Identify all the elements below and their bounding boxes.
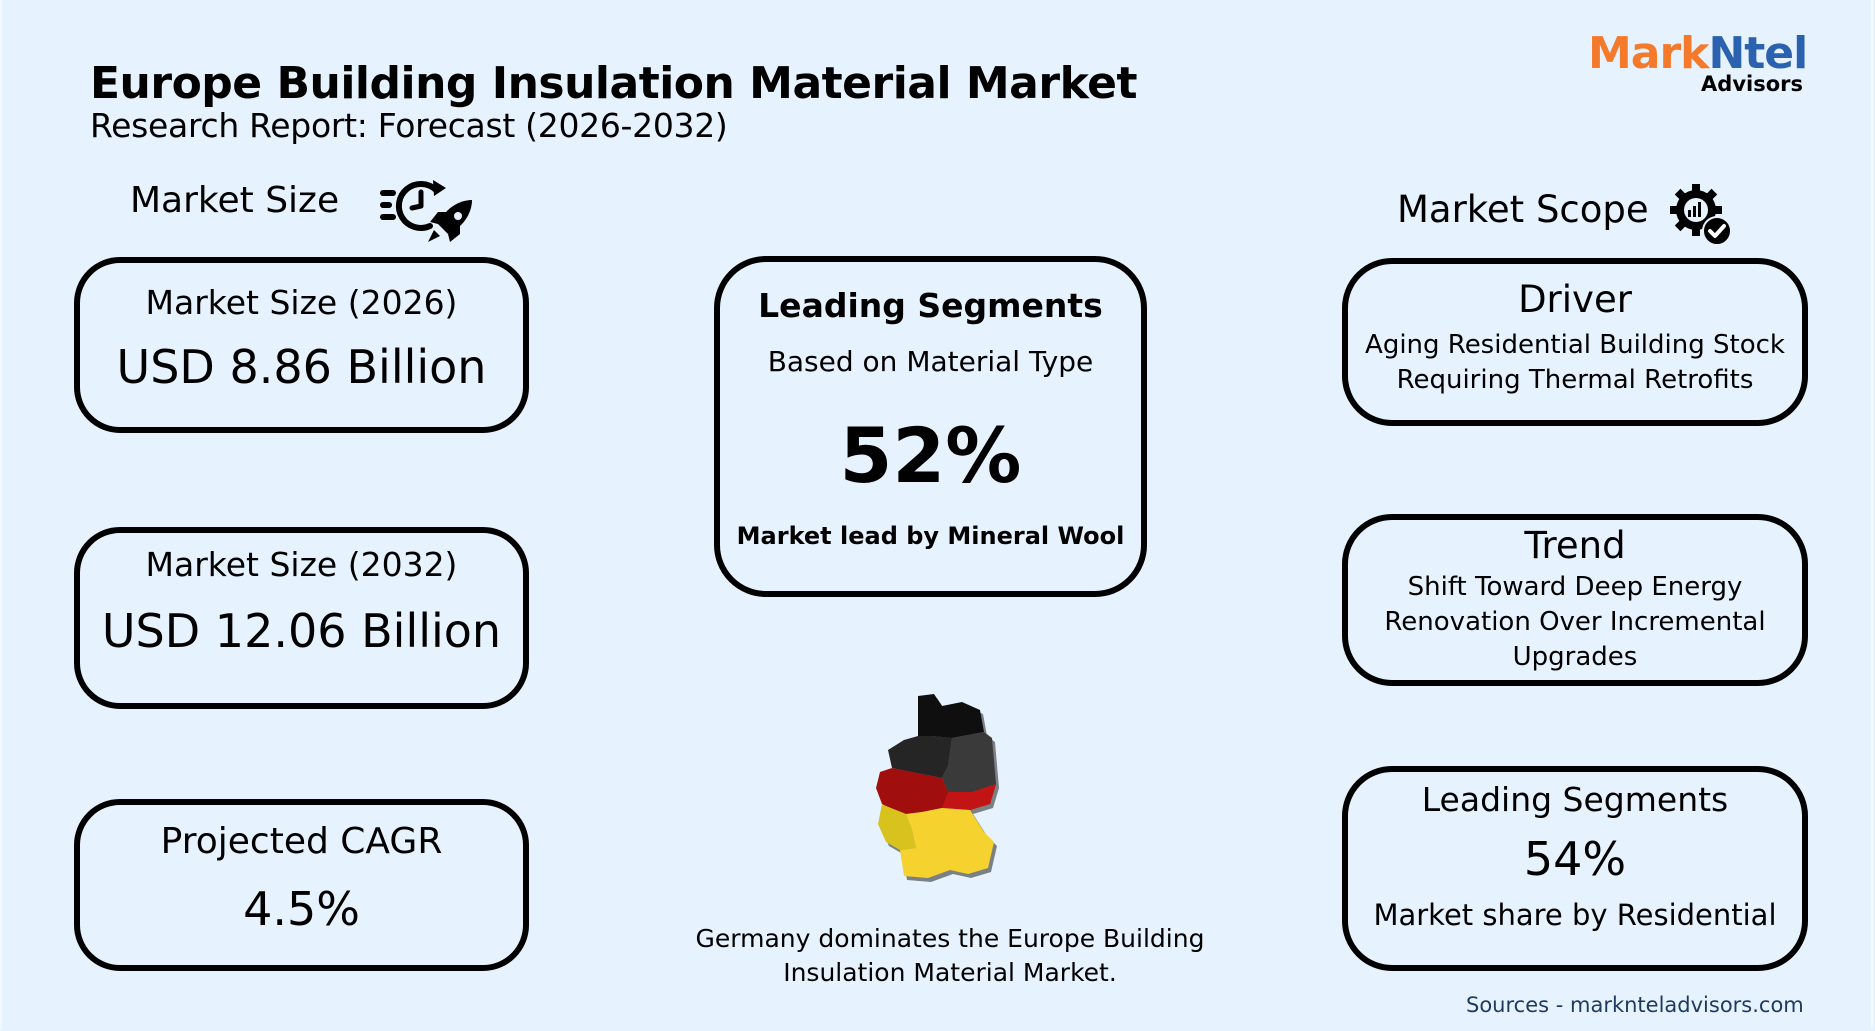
projected-cagr-card: Projected CAGR 4.5% <box>74 799 529 971</box>
card-value: USD 12.06 Billion <box>101 604 502 658</box>
caption-line-2: Insulation Material Market. <box>783 958 1117 987</box>
logo-ntel-text: Ntel <box>1708 28 1808 79</box>
gear-chart-check-icon <box>1668 182 1734 248</box>
driver-title: Driver <box>1518 278 1632 321</box>
caption-line-1: Germany dominates the Europe Building <box>695 924 1205 953</box>
markntel-logo: MarkNtel Advisors <box>1588 32 1808 96</box>
leading-segment-residential-card: Leading Segments 54% Market share by Res… <box>1342 766 1808 971</box>
segment-percent: 54% <box>1523 832 1627 886</box>
page-title: Europe Building Insulation Material Mark… <box>90 58 1138 109</box>
driver-line-1: Aging Residential Building Stock <box>1365 330 1785 360</box>
card-label: Market Size (2032) <box>145 545 458 584</box>
card-label: Market Size (2026) <box>145 283 458 322</box>
card-percent: 52% <box>839 411 1022 500</box>
trend-line-3: Upgrades <box>1512 642 1638 672</box>
card-value: USD 8.86 Billion <box>116 340 487 394</box>
segment-note: Market share by Residential <box>1373 898 1777 932</box>
market-scope-heading: Market Scope <box>1397 188 1649 231</box>
logo-wordmark: MarkNtel <box>1588 32 1808 76</box>
market-size-heading: Market Size <box>130 180 340 221</box>
sources-footer: Sources - marknteladvisors.com <box>1466 993 1804 1017</box>
clock-rocket-icon <box>378 176 478 244</box>
leading-segment-material-card: Leading Segments Based on Material Type … <box>714 256 1147 597</box>
card-value: 4.5% <box>243 882 360 936</box>
trend-line-1: Shift Toward Deep Energy <box>1407 572 1743 602</box>
card-note: Market lead by Mineral Wool <box>736 522 1125 550</box>
trend-title: Trend <box>1524 524 1626 567</box>
trend-line-2: Renovation Over Incremental <box>1384 607 1766 637</box>
card-subtitle: Based on Material Type <box>767 345 1094 378</box>
logo-mark-text: Mark <box>1588 28 1709 79</box>
trend-card: Trend Shift Toward Deep Energy Renovatio… <box>1342 514 1808 686</box>
card-title: Leading Segments <box>758 286 1103 325</box>
market-size-2026-card: Market Size (2026) USD 8.86 Billion <box>74 257 529 433</box>
driver-line-2: Requiring Thermal Retrofits <box>1396 365 1754 395</box>
driver-card: Driver Aging Residential Building Stock … <box>1342 258 1808 426</box>
segment-title: Leading Segments <box>1421 780 1729 819</box>
market-size-2032-card: Market Size (2032) USD 12.06 Billion <box>74 527 529 709</box>
card-label: Projected CAGR <box>160 821 443 862</box>
germany-map-icon <box>872 692 1032 890</box>
page-subtitle: Research Report: Forecast (2026-2032) <box>90 106 728 145</box>
map-caption: Germany dominates the Europe Building In… <box>650 922 1250 990</box>
logo-tagline: Advisors <box>1701 72 1803 96</box>
